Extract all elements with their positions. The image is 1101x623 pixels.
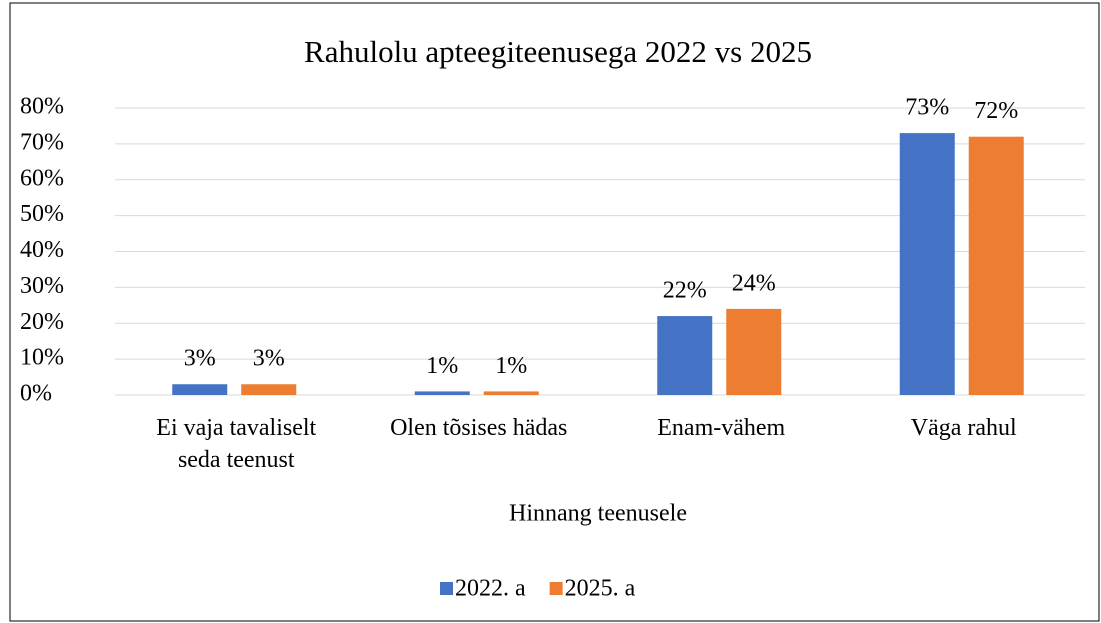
- x-tick-label-box: Enam-vähem: [657, 415, 786, 441]
- y-tick-label: 70%: [20, 129, 64, 155]
- data-label: 1%: [426, 353, 458, 379]
- data-label: 3%: [253, 346, 285, 372]
- x-tick-label-box: Ei vaja tavaliselt seda teenust: [156, 415, 317, 473]
- y-tick-label: 0%: [20, 381, 52, 407]
- x-axis-label: Hinnang teenusele: [509, 501, 687, 527]
- data-label: 22%: [663, 278, 707, 304]
- legend-swatch: [549, 582, 563, 595]
- bar: [172, 384, 228, 395]
- x-tick-label: Väga rahul: [910, 415, 1017, 441]
- data-label: 72%: [974, 98, 1018, 124]
- x-tick-label-box: Olen tõsises hädas: [390, 415, 568, 441]
- legend-label: 2025. a: [565, 576, 636, 602]
- legend-swatch: [440, 582, 453, 595]
- x-tick-label-box: Väga rahul: [910, 415, 1017, 441]
- y-tick-label: 60%: [20, 165, 64, 191]
- chart-title: Rahulolu apteegiteenusega 2022 vs 2025: [304, 34, 812, 69]
- data-label: 24%: [732, 270, 776, 296]
- x-tick-label: Olen tõsises hädas: [390, 415, 568, 441]
- y-tick-label: 40%: [20, 237, 64, 263]
- data-label: 1%: [495, 353, 527, 379]
- legend-label: 2022. a: [455, 576, 526, 602]
- bar: [726, 308, 782, 395]
- data-label: 73%: [905, 95, 949, 121]
- data-label: 3%: [184, 346, 216, 372]
- bar: [414, 391, 470, 395]
- bar: [657, 316, 713, 395]
- bar: [241, 384, 297, 395]
- y-tick-label: 50%: [20, 201, 64, 227]
- y-tick-label: 30%: [20, 273, 64, 299]
- x-tick-label: Ei vaja tavaliselt seda teenust: [156, 415, 317, 473]
- bar: [899, 133, 955, 396]
- y-tick-label: 80%: [20, 94, 64, 120]
- y-tick-label: 10%: [20, 345, 64, 371]
- bar: [483, 391, 539, 395]
- bar: [968, 136, 1024, 395]
- x-tick-label: Enam-vähem: [657, 415, 786, 441]
- y-tick-label: 20%: [20, 309, 64, 335]
